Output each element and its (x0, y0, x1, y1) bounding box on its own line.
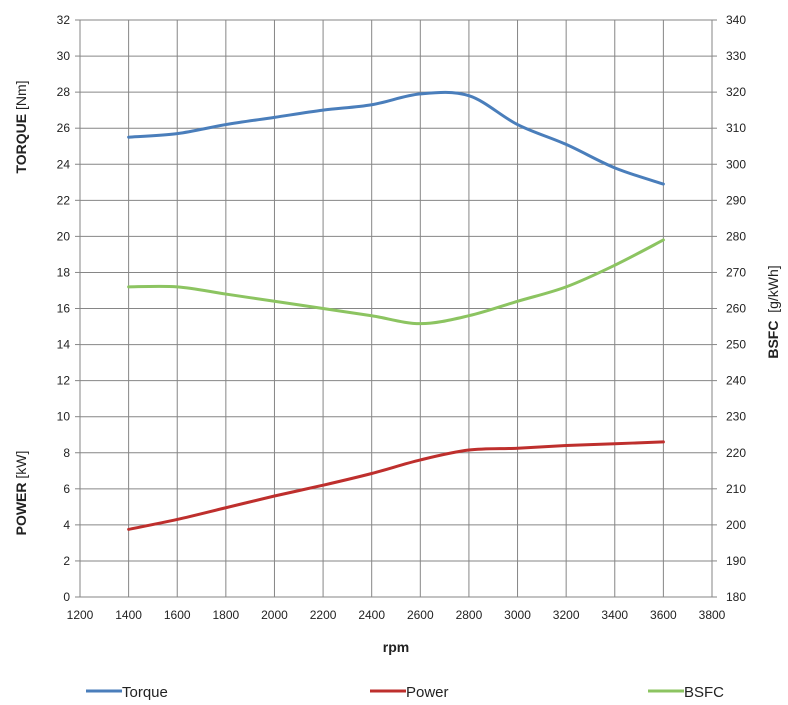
y-axis-title-torque-name: TORQUE (13, 114, 29, 174)
x-tick-label: 3000 (504, 608, 531, 622)
legend-label: Power (406, 684, 449, 701)
legend: Torque Power BSFC (86, 684, 724, 701)
x-tick-labels: 1200 1400 1600 1800 2000 2200 2400 2600 2800 3000… (67, 608, 726, 622)
y-left-tick-label: 6 (63, 482, 70, 496)
y-right-tick-label: 260 (726, 302, 746, 316)
x-tick-label: 3400 (601, 608, 628, 622)
x-tick-label: 1200 (67, 608, 94, 622)
x-tick-label: 3600 (650, 608, 677, 622)
y-right-tick-label: 230 (726, 410, 746, 424)
x-tick-label: 2600 (407, 608, 434, 622)
y-left-tick-label: 18 (57, 265, 71, 279)
x-tick-label: 3200 (553, 608, 580, 622)
legend-item-power: Power (370, 684, 449, 701)
y-left-tick-label: 10 (57, 410, 71, 424)
x-tick-label: 3800 (699, 608, 726, 622)
x-tick-label: 2400 (358, 608, 385, 622)
y-left-tick-label: 2 (63, 554, 70, 568)
y-left-tick-label: 8 (63, 446, 70, 460)
legend-label: Torque (122, 684, 168, 701)
x-tick-label: 2200 (310, 608, 337, 622)
y-right-tick-label: 330 (726, 49, 746, 63)
y-right-tick-label: 180 (726, 590, 746, 604)
y-left-tick-label: 26 (57, 121, 71, 135)
y-left-tick-label: 28 (57, 85, 71, 99)
y-axis-title-bsfc-unit: [g/kWh] (765, 265, 781, 320)
x-tick-label: 1400 (115, 608, 142, 622)
y-axis-title-power-unit: [kW] (13, 451, 29, 483)
y-axis-title-torque: TORQUE [Nm] (13, 80, 29, 173)
y-axis-title-torque-unit: [Nm] (13, 80, 29, 113)
y-axis-title-power-name: POWER (13, 483, 29, 536)
series-line-power (127, 440, 665, 531)
grid-lines (79, 19, 713, 598)
y-right-tick-label: 220 (726, 446, 746, 460)
y-right-tick-label: 270 (726, 265, 746, 279)
y-right-tick-label: 300 (726, 157, 746, 171)
y-left-tick-label: 14 (57, 338, 71, 352)
y-left-tick-label: 4 (63, 518, 70, 532)
legend-item-torque: Torque (86, 684, 168, 701)
y-right-tick-label: 280 (726, 229, 746, 243)
x-tick-label: 1800 (212, 608, 239, 622)
y-left-tick-label: 32 (57, 13, 71, 27)
x-axis-title: rpm (383, 639, 409, 655)
y-left-tick-label: 24 (57, 157, 71, 171)
y-left-tick-label: 22 (57, 193, 71, 207)
y-axis-title-bsfc: BSFC [g/kWh] (765, 265, 781, 358)
y-left-tick-label: 20 (57, 229, 71, 243)
series-lines (127, 90, 665, 531)
x-tick-label: 1600 (164, 608, 191, 622)
legend-item-bsfc: BSFC (648, 684, 724, 701)
series-line-bsfc (127, 238, 665, 326)
x-tick-label: 2000 (261, 608, 288, 622)
y-right-tick-labels: 180 190 200 210 220 230 240 250 260 270 280 290 300 3… (712, 13, 746, 604)
x-tick-label: 2800 (456, 608, 483, 622)
y-right-tick-label: 240 (726, 374, 746, 388)
y-right-tick-label: 320 (726, 85, 746, 99)
y-right-tick-label: 200 (726, 518, 746, 532)
y-right-tick-label: 340 (726, 13, 746, 27)
y-axis-title-bsfc-name: BSFC (765, 321, 781, 359)
y-left-tick-label: 12 (57, 374, 71, 388)
y-right-tick-label: 250 (726, 338, 746, 352)
y-right-tick-label: 190 (726, 554, 746, 568)
legend-label: BSFC (684, 684, 724, 701)
series-line-torque (127, 90, 665, 186)
y-left-tick-label: 0 (63, 590, 70, 604)
y-axis-title-power: POWER [kW] (13, 451, 29, 536)
y-left-tick-label: 16 (57, 302, 71, 316)
y-right-tick-label: 310 (726, 121, 746, 135)
y-left-tick-label: 30 (57, 49, 71, 63)
y-right-tick-label: 210 (726, 482, 746, 496)
y-right-tick-label: 290 (726, 193, 746, 207)
